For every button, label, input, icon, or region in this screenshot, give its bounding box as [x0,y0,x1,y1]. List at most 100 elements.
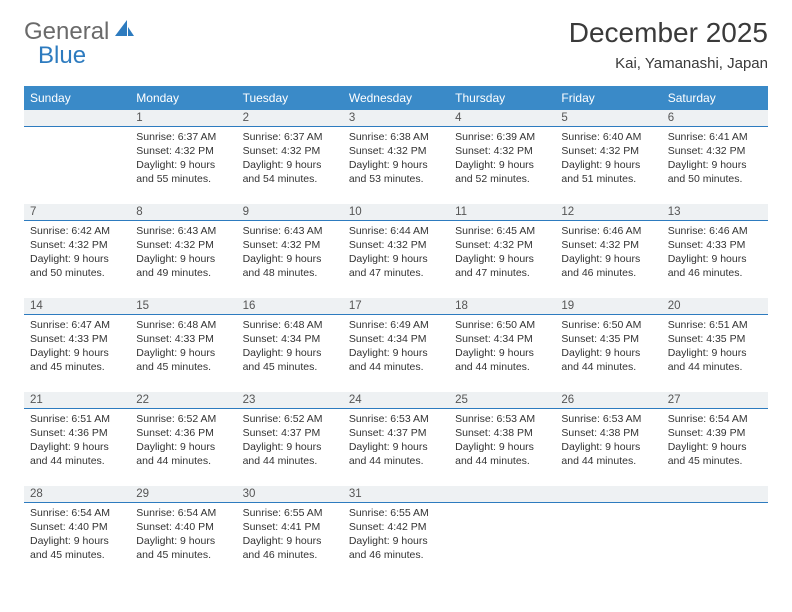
sunrise-line: Sunrise: 6:50 AM [455,318,549,332]
daylight-line: Daylight: 9 hours and 46 minutes. [561,252,655,280]
day-cell: Sunrise: 6:53 AMSunset: 4:37 PMDaylight:… [343,408,449,486]
day-number [555,486,661,503]
day-number: 23 [237,392,343,409]
day-cell: Sunrise: 6:48 AMSunset: 4:33 PMDaylight:… [130,314,236,392]
day-cell: Sunrise: 6:43 AMSunset: 4:32 PMDaylight:… [130,220,236,298]
page: General December 2025 Kai, Yamanashi, Ja… [0,0,792,612]
sunset-line: Sunset: 4:40 PM [30,520,124,534]
sunrise-line: Sunrise: 6:44 AM [349,224,443,238]
sunrise-line: Sunrise: 6:48 AM [136,318,230,332]
daylight-line: Daylight: 9 hours and 46 minutes. [668,252,762,280]
daylight-line: Daylight: 9 hours and 46 minutes. [349,534,443,562]
daylight-line: Daylight: 9 hours and 51 minutes. [561,158,655,186]
day-number: 1 [130,110,236,127]
day-number: 13 [662,204,768,221]
sunrise-line: Sunrise: 6:41 AM [668,130,762,144]
day-cell: Sunrise: 6:54 AMSunset: 4:40 PMDaylight:… [130,502,236,580]
day-cell: Sunrise: 6:50 AMSunset: 4:34 PMDaylight:… [449,314,555,392]
sunset-line: Sunset: 4:32 PM [243,238,337,252]
daylight-line: Daylight: 9 hours and 44 minutes. [455,346,549,374]
sunset-line: Sunset: 4:34 PM [349,332,443,346]
daylight-line: Daylight: 9 hours and 44 minutes. [561,440,655,468]
day-number: 3 [343,110,449,127]
day-cell [555,502,661,580]
sunset-line: Sunset: 4:32 PM [668,144,762,158]
daylight-line: Daylight: 9 hours and 45 minutes. [668,440,762,468]
daylight-line: Daylight: 9 hours and 48 minutes. [243,252,337,280]
day-content-row: Sunrise: 6:51 AMSunset: 4:36 PMDaylight:… [24,408,768,486]
daylight-line: Daylight: 9 hours and 44 minutes. [349,440,443,468]
day-number: 26 [555,392,661,409]
daylight-line: Daylight: 9 hours and 45 minutes. [243,346,337,374]
day-number: 10 [343,204,449,221]
day-number: 2 [237,110,343,127]
day-number: 4 [449,110,555,127]
day-number: 29 [130,486,236,503]
sunrise-line: Sunrise: 6:54 AM [136,506,230,520]
sunset-line: Sunset: 4:35 PM [561,332,655,346]
day-cell: Sunrise: 6:55 AMSunset: 4:42 PMDaylight:… [343,502,449,580]
day-number: 19 [555,298,661,315]
daylight-line: Daylight: 9 hours and 54 minutes. [243,158,337,186]
daylight-line: Daylight: 9 hours and 44 minutes. [349,346,443,374]
day-cell: Sunrise: 6:50 AMSunset: 4:35 PMDaylight:… [555,314,661,392]
day-cell: Sunrise: 6:37 AMSunset: 4:32 PMDaylight:… [237,126,343,204]
daylight-line: Daylight: 9 hours and 45 minutes. [136,534,230,562]
day-number: 22 [130,392,236,409]
sunset-line: Sunset: 4:32 PM [455,238,549,252]
sunrise-line: Sunrise: 6:53 AM [561,412,655,426]
day-cell: Sunrise: 6:47 AMSunset: 4:33 PMDaylight:… [24,314,130,392]
daylight-line: Daylight: 9 hours and 47 minutes. [455,252,549,280]
sunset-line: Sunset: 4:34 PM [455,332,549,346]
sunrise-line: Sunrise: 6:54 AM [668,412,762,426]
sunrise-line: Sunrise: 6:52 AM [136,412,230,426]
day-cell: Sunrise: 6:46 AMSunset: 4:33 PMDaylight:… [662,220,768,298]
day-cell: Sunrise: 6:44 AMSunset: 4:32 PMDaylight:… [343,220,449,298]
weekday-header: Thursday [449,86,555,110]
day-number: 18 [449,298,555,315]
sunset-line: Sunset: 4:38 PM [455,426,549,440]
sunrise-line: Sunrise: 6:48 AM [243,318,337,332]
day-number-row: 78910111213 [24,204,768,221]
day-cell: Sunrise: 6:40 AMSunset: 4:32 PMDaylight:… [555,126,661,204]
header: General December 2025 Kai, Yamanashi, Ja… [24,18,768,72]
day-cell: Sunrise: 6:43 AMSunset: 4:32 PMDaylight:… [237,220,343,298]
daylight-line: Daylight: 9 hours and 45 minutes. [30,346,124,374]
day-number: 31 [343,486,449,503]
day-number [662,486,768,503]
weekday-header: Friday [555,86,661,110]
day-content-row: Sunrise: 6:47 AMSunset: 4:33 PMDaylight:… [24,314,768,392]
sunrise-line: Sunrise: 6:53 AM [455,412,549,426]
logo-blue-wrap: Blue [38,44,86,68]
sunrise-line: Sunrise: 6:51 AM [668,318,762,332]
day-cell: Sunrise: 6:41 AMSunset: 4:32 PMDaylight:… [662,126,768,204]
day-number: 12 [555,204,661,221]
daylight-line: Daylight: 9 hours and 44 minutes. [561,346,655,374]
sunrise-line: Sunrise: 6:51 AM [30,412,124,426]
daylight-line: Daylight: 9 hours and 45 minutes. [30,534,124,562]
day-number [24,110,130,127]
day-cell: Sunrise: 6:53 AMSunset: 4:38 PMDaylight:… [555,408,661,486]
sunset-line: Sunset: 4:32 PM [349,144,443,158]
day-number: 6 [662,110,768,127]
weekday-header: Wednesday [343,86,449,110]
day-number-row: 21222324252627 [24,392,768,409]
sunset-line: Sunset: 4:34 PM [243,332,337,346]
day-cell: Sunrise: 6:52 AMSunset: 4:36 PMDaylight:… [130,408,236,486]
day-cell: Sunrise: 6:45 AMSunset: 4:32 PMDaylight:… [449,220,555,298]
day-number: 5 [555,110,661,127]
sunrise-line: Sunrise: 6:42 AM [30,224,124,238]
sunset-line: Sunset: 4:33 PM [30,332,124,346]
logo-text-blue: Blue [38,42,86,69]
weekday-header: Sunday [24,86,130,110]
logo-text-general: General [24,20,109,44]
weekday-header: Monday [130,86,236,110]
logo: General [24,18,137,45]
sunrise-line: Sunrise: 6:37 AM [243,130,337,144]
daylight-line: Daylight: 9 hours and 44 minutes. [668,346,762,374]
weekday-header-row: Sunday Monday Tuesday Wednesday Thursday… [24,86,768,110]
day-number: 15 [130,298,236,315]
day-cell: Sunrise: 6:53 AMSunset: 4:38 PMDaylight:… [449,408,555,486]
day-cell: Sunrise: 6:37 AMSunset: 4:32 PMDaylight:… [130,126,236,204]
sunset-line: Sunset: 4:40 PM [136,520,230,534]
